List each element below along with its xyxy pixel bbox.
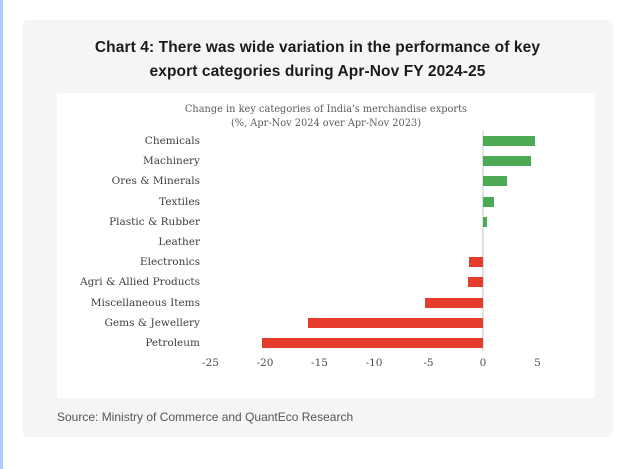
bar-petroleum: [261, 338, 483, 348]
bar-electronics: [468, 257, 483, 268]
x-tick-label-5: 5: [534, 357, 541, 369]
x-tick-label--25: -25: [202, 357, 219, 369]
x-tick-label--15: -15: [311, 357, 328, 369]
bar-machinery: [483, 156, 531, 167]
bar-plastic-rubber: [483, 216, 488, 227]
chart-panel: Change in key categories of India's merc…: [57, 93, 595, 398]
chart-card: Chart 4: There was wide variation in the…: [22, 20, 613, 437]
chart-card-title-line2: export categories during Apr-Nov FY 2024…: [149, 63, 486, 80]
category-label-gems-jewellery: Gems & Jewellery: [104, 316, 200, 329]
x-tick-label--5: -5: [423, 357, 434, 369]
category-label-leather: Leather: [158, 236, 200, 248]
plot-title-line1: Change in key categories of India's merc…: [184, 104, 468, 115]
category-label-chemicals: Chemicals: [144, 135, 200, 147]
bar-agri-allied-products: [467, 277, 483, 288]
category-label-miscellaneous-items: Miscellaneous Items: [90, 296, 200, 309]
category-label-petroleum: Petroleum: [145, 337, 200, 349]
left-accent-strip: [0, 0, 3, 469]
chart-card-title-line1: Chart 4: There was wide variation in the…: [94, 39, 541, 56]
source-note: Source: Ministry of Commerce and QuantEc…: [57, 410, 354, 424]
category-label-agri-allied-products: Agri & Allied Products: [79, 276, 200, 289]
bar-ores-minerals: [483, 176, 507, 187]
bar-miscellaneous-items: [425, 297, 483, 308]
x-tick-label--10: -10: [365, 357, 383, 369]
x-tick-label--20: -20: [256, 357, 274, 369]
plot-title: Change in key categories of India's merc…: [57, 103, 595, 130]
plot-title-line2: (%, Apr-Nov 2024 over Apr-Nov 2023): [230, 117, 422, 129]
zero-axis-line: [482, 131, 484, 351]
category-label-plastic-rubber: Plastic & Rubber: [109, 215, 200, 228]
bar-textiles: [483, 196, 494, 207]
category-label-textiles: Textiles: [159, 195, 200, 208]
x-tick-label-0: 0: [479, 357, 487, 369]
category-label-ores-minerals: Ores & Minerals: [111, 175, 200, 188]
category-label-machinery: Machinery: [143, 155, 200, 168]
bar-gems-jewellery: [307, 317, 483, 328]
category-label-electronics: Electronics: [139, 256, 200, 269]
bar-chemicals: [483, 136, 536, 146]
chart-card-title: Chart 4: There was wide variation in the…: [22, 36, 613, 84]
